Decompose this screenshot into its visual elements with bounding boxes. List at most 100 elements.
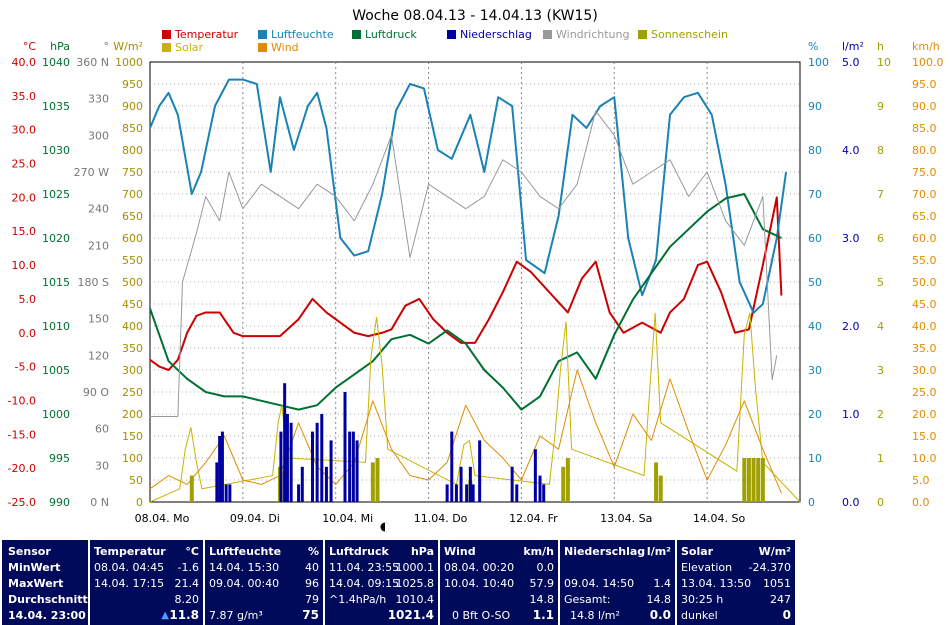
humidity-min-time: 14.04. 15:30 <box>209 561 280 574</box>
right-axis-tick: 2 <box>877 408 884 421</box>
left-axis-tick: 800 <box>122 144 143 157</box>
sensor-header: Sensor <box>8 545 51 558</box>
right-axis-tick: 10 <box>877 56 891 69</box>
right-axis-tick: 5 <box>877 276 884 289</box>
left-axis-tick: 1005 <box>42 364 70 377</box>
rain-bar <box>515 484 519 502</box>
left-axis-tick: 360 N <box>76 56 109 69</box>
left-axis-tick: 1040 <box>42 56 70 69</box>
right-axis-tick: 30 <box>808 364 822 377</box>
pressure-max-time: 14.04. 09:15 <box>329 577 400 590</box>
left-axis-tick: 270 W <box>74 166 109 179</box>
sunshine-bar <box>742 458 747 502</box>
right-axis-tick: 10.0 <box>912 452 937 465</box>
right-axis-tick: 30.0 <box>912 364 937 377</box>
left-axis-tick: -20.0 <box>8 462 36 475</box>
left-axis-tick: 1035 <box>42 100 70 113</box>
sunshine-bar <box>375 458 380 502</box>
temperature-avg-value: 8.20 <box>174 593 200 606</box>
left-axis-tick: 400 <box>122 320 143 333</box>
temperature-trend-icon: ▲ <box>161 610 169 621</box>
left-axis-tick: 50 <box>129 474 143 487</box>
rain-header: Niederschlag <box>564 545 646 558</box>
x-axis-label-3: 11.04. Do <box>414 512 468 525</box>
rain-bar <box>297 484 301 502</box>
right-axis-tick: 0.0 <box>842 496 860 509</box>
pressure-min-time: 11.04. 23:55 <box>329 561 400 574</box>
left-axis-tick: 40.0 <box>12 56 37 69</box>
left-axis-tick: 0.0 <box>19 327 37 340</box>
left-axis-tick: 5.0 <box>19 293 37 306</box>
sunshine-bar <box>760 458 765 502</box>
pressure-min-value: 1000.1 <box>395 561 435 574</box>
right-axis-tick: 9 <box>877 100 884 113</box>
panel-pressure: Luftdruck hPa 11.04. 23:55 1000.1 14.04. 0… <box>325 540 438 625</box>
temperature-unit: °C <box>185 545 199 558</box>
left-axis-tick: 650 <box>122 210 143 223</box>
legend-label-0: Temperatur <box>174 28 239 41</box>
panel-humidity: Luftfeuchte% 14.04. 15:30 40 09.04. 00:40… <box>205 540 323 625</box>
left-axis-tick: 180 S <box>78 276 109 289</box>
summary-table: Sensor MinWert MaxWert Durchschnitt 14.0… <box>0 540 950 625</box>
solar-elevation-value: -24.370 <box>748 561 791 574</box>
left-axis-tick: 995 <box>49 452 70 465</box>
pressure-header: Luftdruck <box>329 545 389 558</box>
legend-label-3: Niederschlag <box>460 28 532 41</box>
left-axis-unit-3: W/m² <box>113 40 143 53</box>
right-axis-tick: 90.0 <box>912 100 937 113</box>
left-axis-tick: 35.0 <box>12 90 37 103</box>
sunshine-bar <box>189 475 194 502</box>
right-axis-tick: 70 <box>808 188 822 201</box>
temperature-min-value: -1.6 <box>177 561 199 574</box>
legend-label-4: Windrichtung <box>556 28 629 41</box>
legend-swatch-0 <box>162 30 171 39</box>
legend-swatch-2 <box>352 30 361 39</box>
legend-label-5: Sonnenschein <box>651 28 728 41</box>
rain-bar <box>315 422 319 502</box>
sunshine-bar <box>654 462 659 502</box>
series-line-temperatur <box>149 196 783 371</box>
rain-bar <box>533 449 537 502</box>
left-axis-tick: 700 <box>122 188 143 201</box>
rain-bar <box>300 466 304 502</box>
left-axis-tick: -10.0 <box>8 394 36 407</box>
right-axis-tick: 6 <box>877 232 884 245</box>
sensor-row-max: MaxWert <box>8 577 64 590</box>
x-axis-label-0: 08.04. Mo <box>135 512 190 525</box>
left-axis-tick: 200 <box>122 408 143 421</box>
right-axis-unit-3: km/h <box>912 40 940 53</box>
rain-current-desc: 14.8 l/m² <box>570 609 620 622</box>
rain-bar <box>478 440 482 502</box>
left-axis-tick: 330 <box>88 93 109 106</box>
left-axis-unit-1: hPa <box>50 40 70 53</box>
left-axis-tick: 0 <box>136 496 143 509</box>
right-axis-tick: 3 <box>877 364 884 377</box>
left-axis-tick: 30.0 <box>12 124 37 137</box>
panel-temperature: Temperatur °C 08.04. 04:45 -1.6 14.04. 17:… <box>90 540 203 625</box>
left-axis-tick: 1010 <box>42 320 70 333</box>
legend-label-7: Wind <box>271 41 299 54</box>
temperature-min-time: 08.04. 04:45 <box>94 561 165 574</box>
rain-max-time: 09.04. 14:50 <box>564 577 635 590</box>
sensor-row-current: 14.04. 23:00 <box>8 609 86 622</box>
humidity-max-value: 96 <box>305 577 319 590</box>
humidity-min-value: 40 <box>305 561 319 574</box>
temperature-header: Temperatur <box>94 545 166 558</box>
weather-week-chart: Woche 08.04.13 - 14.04.13 (KW15) Tempera… <box>8 8 944 532</box>
legend-swatch-1 <box>258 30 267 39</box>
series-line-windrichtung <box>150 110 778 417</box>
right-axis-tick: 55.0 <box>912 254 937 267</box>
moon-phase-icon <box>380 522 390 532</box>
left-axis-tick: 150 <box>88 313 109 326</box>
left-axis-tick: -5.0 <box>15 361 36 374</box>
left-axis-tick: 1015 <box>42 276 70 289</box>
rain-current-value: 0.0 <box>649 608 671 622</box>
right-axis-tick: 50.0 <box>912 276 937 289</box>
rain-bar <box>324 466 328 502</box>
series-line-solar <box>149 312 801 503</box>
left-axis-tick: 300 <box>122 364 143 377</box>
left-axis-tick: 100 <box>122 452 143 465</box>
legend-swatch-7 <box>258 43 267 52</box>
temperature-current-value: 11.8 <box>169 608 199 622</box>
left-axis-tick: 0 N <box>90 496 109 509</box>
